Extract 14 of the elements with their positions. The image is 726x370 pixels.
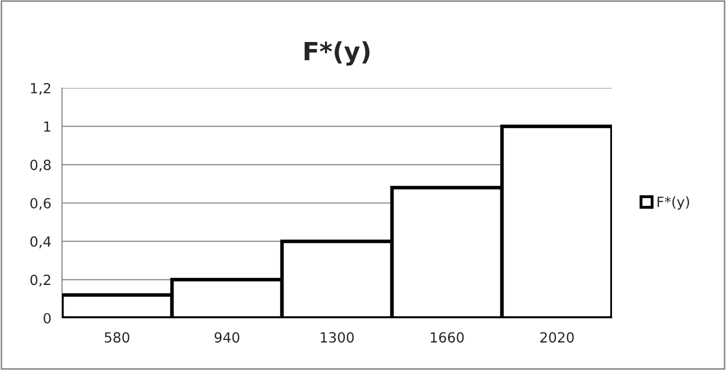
y-tick-label: 1,2 bbox=[31, 82, 50, 95]
y-tick-label: 0,2 bbox=[30, 274, 50, 287]
x-tick-label: 1660 bbox=[430, 332, 464, 343]
chart-title: F*(y) bbox=[304, 41, 370, 66]
x-tick-label: 1300 bbox=[320, 332, 354, 343]
y-tick-label: 0,6 bbox=[30, 198, 51, 210]
x-tick-label: 580 bbox=[104, 332, 130, 343]
legend-label: F*(y) bbox=[658, 196, 690, 210]
x-tick-label: 940 bbox=[214, 332, 240, 343]
y-tick-label: 0 bbox=[44, 312, 51, 324]
y-tick-label: 0,4 bbox=[30, 236, 51, 248]
y-tick-label: 0,8 bbox=[30, 160, 51, 172]
y-tick-label: 1 bbox=[44, 121, 50, 132]
x-tick-label: 2020 bbox=[540, 332, 574, 343]
